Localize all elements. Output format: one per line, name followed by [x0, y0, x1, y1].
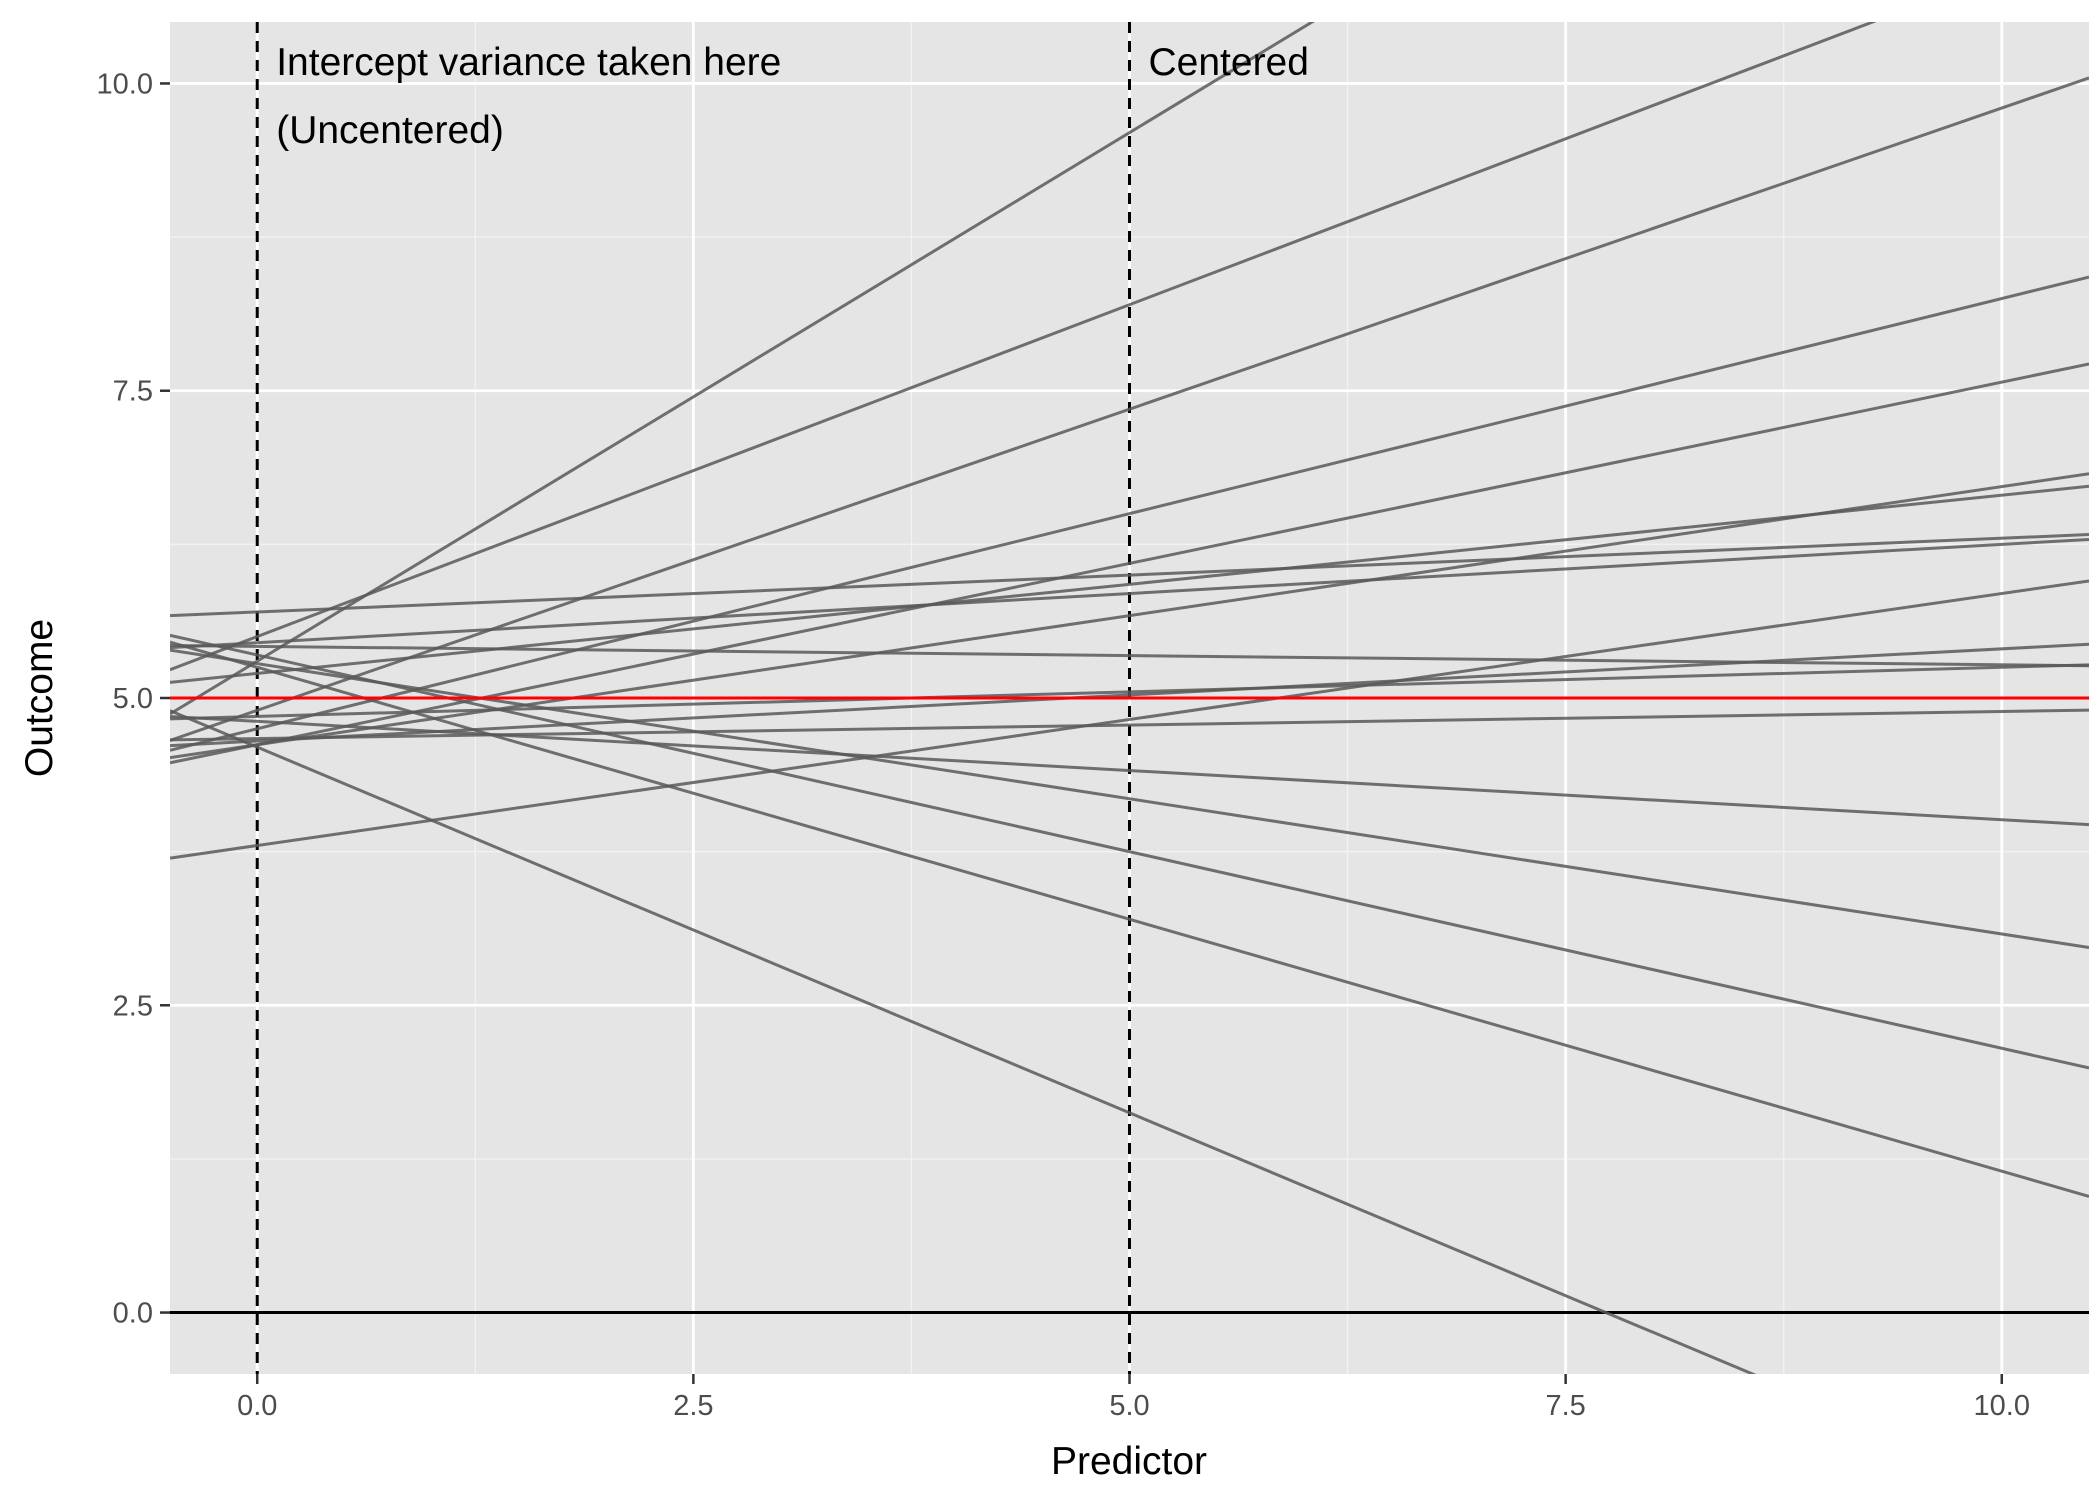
x-tick-label: 10.0	[1974, 1390, 2030, 1422]
regression-line	[170, 643, 2089, 668]
regression-line	[170, 362, 2089, 765]
y-axis: 0.0 2.5 5.0 7.5 10.0	[97, 68, 170, 1330]
regression-line	[170, 663, 2089, 721]
y-tick-label: 5.0	[113, 683, 153, 715]
annotation-label: Intercept variance taken here	[276, 41, 781, 84]
y-tick-label: 0.0	[113, 1298, 153, 1330]
regression-line	[170, 22, 1877, 672]
series-group	[170, 22, 2089, 1374]
y-tick-label: 7.5	[113, 376, 153, 408]
x-axis: 0.0 2.5 5.0 7.5 10.0	[237, 1374, 2030, 1422]
regression-line	[170, 275, 2089, 752]
x-tick-label: 5.0	[1109, 1390, 1149, 1422]
y-tick-label: 2.5	[113, 990, 153, 1022]
regression-line	[170, 22, 1315, 716]
x-axis-title: Predictor	[1051, 1440, 1207, 1483]
regression-line	[170, 709, 1757, 1374]
y-tick-label: 10.0	[97, 68, 153, 100]
annotation-label: Centered	[1149, 41, 1309, 84]
regression-line	[170, 640, 2089, 1198]
regression-line	[170, 533, 2089, 618]
regression-line	[170, 633, 2089, 1070]
x-tick-label: 2.5	[673, 1390, 713, 1422]
x-tick-label: 0.0	[237, 1390, 277, 1422]
y-axis-title: Outcome	[18, 619, 61, 777]
annotations: Intercept variance taken here (Uncentered…	[276, 41, 1309, 152]
annotation-label: (Uncentered)	[276, 109, 504, 152]
regression-line	[170, 648, 2089, 949]
x-tick-label: 7.5	[1545, 1390, 1585, 1422]
regression-line	[170, 537, 2089, 650]
regression-line	[170, 579, 2089, 860]
